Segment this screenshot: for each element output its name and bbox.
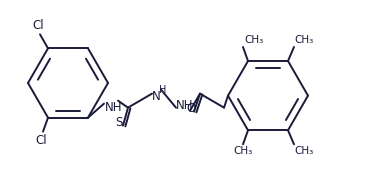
Text: CH₃: CH₃ <box>233 146 253 156</box>
Text: Cl: Cl <box>35 134 47 147</box>
Text: NH: NH <box>105 101 123 114</box>
Text: CH₃: CH₃ <box>294 146 313 156</box>
Text: NH: NH <box>176 99 194 112</box>
Text: S: S <box>115 116 123 129</box>
Text: CH₃: CH₃ <box>244 35 263 45</box>
Text: O: O <box>187 102 195 115</box>
Text: Cl: Cl <box>32 19 44 32</box>
Text: H: H <box>159 85 166 95</box>
Text: CH₃: CH₃ <box>294 35 313 45</box>
Text: N: N <box>152 90 161 103</box>
